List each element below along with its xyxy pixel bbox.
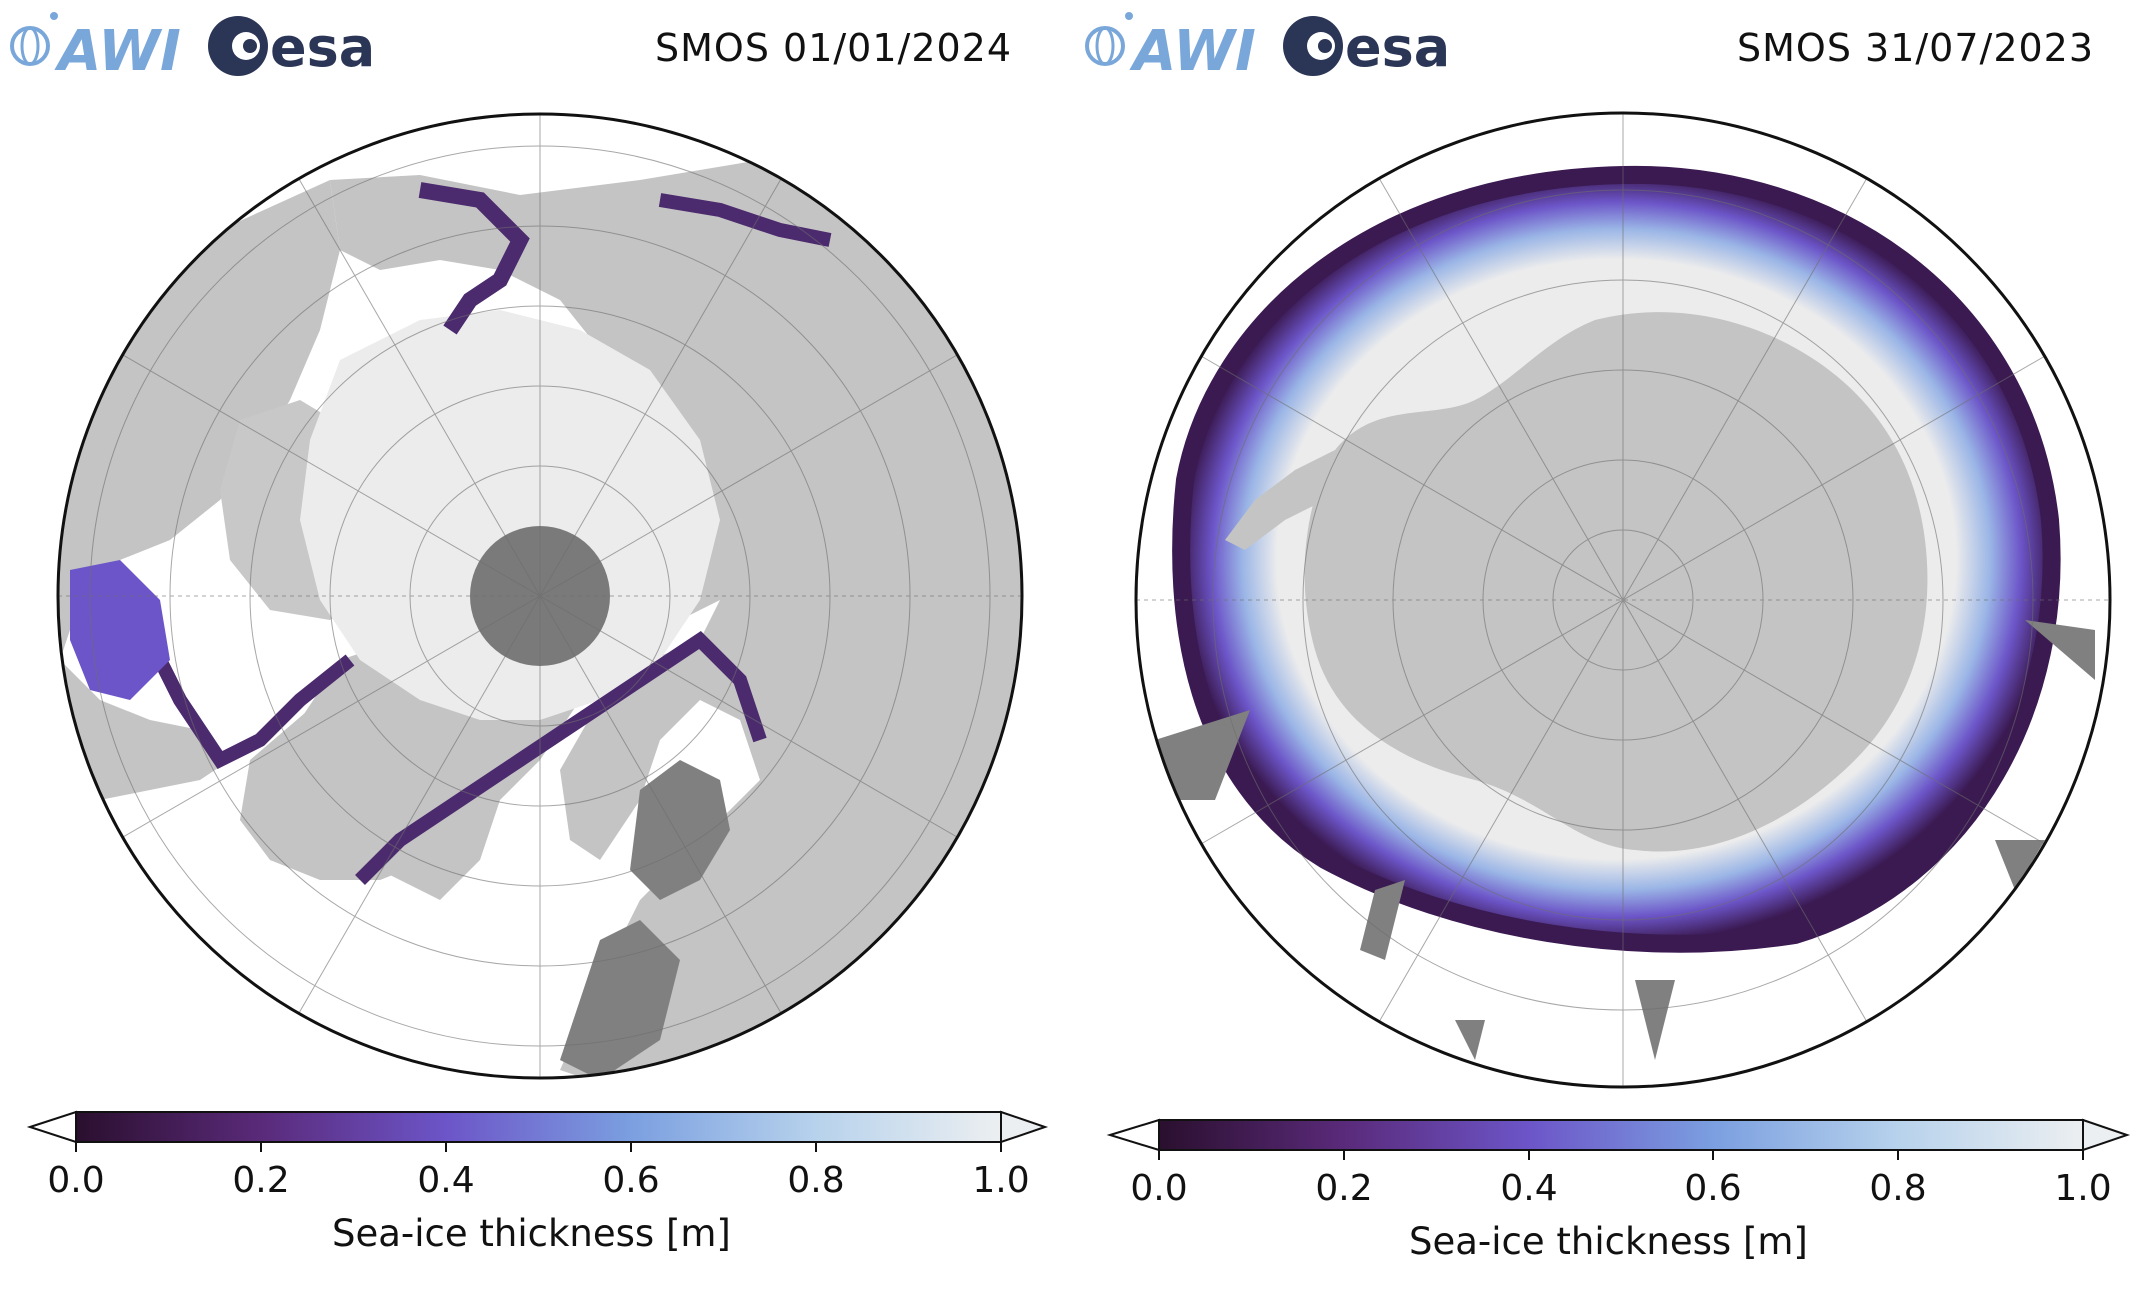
ice-edge: [1172, 165, 2061, 953]
map-border: [1134, 111, 2112, 1089]
esa-logo: esa: [1283, 16, 1450, 79]
colorbar-ticks: [1158, 1150, 2084, 1160]
logo-bar: AWI esa: [10, 12, 375, 84]
colorbar-ticks: [75, 1142, 1002, 1152]
awi-logo: AWI: [1085, 12, 1256, 84]
tick-label: 0.8: [1869, 1168, 1927, 1209]
awi-logo-text: AWI: [1129, 19, 1256, 84]
arctic-ice: [300, 310, 720, 720]
arctic-map: [56, 112, 1024, 1080]
tick-label: 0.4: [417, 1160, 475, 1201]
ice-edge-okhotsk: [658, 193, 832, 247]
esa-logo-text: esa: [1345, 16, 1450, 79]
graticule: [58, 114, 1022, 1078]
indian-dark: [1635, 980, 1675, 1060]
tick-label: 0.2: [232, 1160, 290, 1201]
tick-label: 0.2: [1315, 1168, 1373, 1209]
nz-dark: [1995, 840, 2045, 890]
map-title: SMOS 01/01/2024: [655, 26, 1013, 70]
colorbar-min-arrow: [1106, 1118, 1160, 1152]
antarctic-map: [1134, 111, 2112, 1089]
australia-dark: [2025, 620, 2095, 680]
tick-label: 0.0: [47, 1160, 105, 1201]
antarctica-land: [1304, 312, 1928, 852]
tick-label: 0.6: [602, 1160, 660, 1201]
colorbar: [26, 1110, 1049, 1152]
ice-edge-bering: [418, 182, 530, 335]
colorbar-max-arrow: [2082, 1118, 2131, 1152]
tick-label: 0.0: [1130, 1168, 1188, 1209]
antarctic-peninsula: [1225, 450, 1335, 550]
esa-logo: esa: [208, 16, 375, 79]
tick-label: 1.0: [2054, 1168, 2112, 1209]
map-border: [56, 112, 1024, 1080]
tick-label: 0.8: [787, 1160, 845, 1201]
tick-label: 0.4: [1500, 1168, 1558, 1209]
south-america-dark: [1155, 710, 1250, 800]
colorbar-gradient: [75, 1111, 1002, 1143]
graticule: [1136, 113, 2110, 1087]
tick-label: 0.6: [1684, 1168, 1742, 1209]
siberia-dark: [560, 920, 680, 1078]
africa-dark: [1360, 880, 1405, 960]
colorbar-max-arrow: [1000, 1110, 1049, 1144]
colorbar: [1106, 1118, 2131, 1160]
colorbar-min-arrow: [26, 1110, 77, 1144]
tick-label: 1.0: [972, 1160, 1030, 1201]
colorbar-gradient: [1158, 1119, 2084, 1151]
esa-logo-text: esa: [270, 16, 375, 79]
arctic-panel: AWI esa SMOS 01/01/2024: [10, 12, 1049, 1255]
map-title: SMOS 31/07/2023: [1737, 26, 2095, 70]
awi-logo-text: AWI: [54, 19, 181, 84]
awi-logo: AWI: [10, 12, 181, 84]
africa2-dark: [1455, 1020, 1485, 1060]
antarctic-panel: AWI esa SMOS 31/07/2023: [1075, 0, 2150, 1295]
colorbar-label: Sea-ice thickness [m]: [1409, 1220, 1808, 1263]
colorbar-label: Sea-ice thickness [m]: [332, 1212, 731, 1255]
logo-bar: AWI esa: [1085, 12, 1450, 84]
